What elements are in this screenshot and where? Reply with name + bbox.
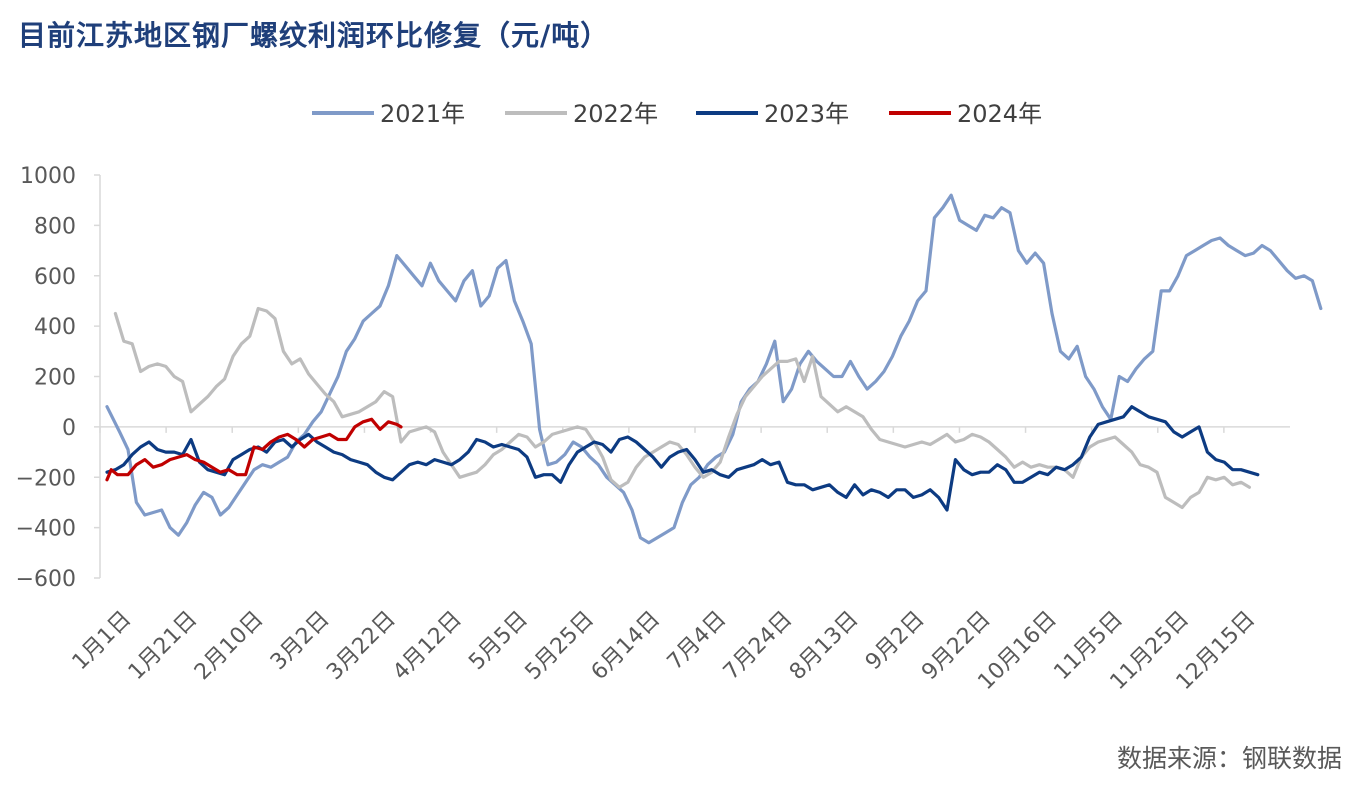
series-line-2023年	[105, 405, 1260, 512]
x-tick-label: 3月22日	[322, 607, 400, 685]
series-line-2021年	[105, 193, 1323, 545]
x-tick-label: 2月10日	[190, 607, 268, 685]
y-tick-label: 600	[34, 265, 76, 290]
legend-label-2021年: 2021年	[380, 100, 465, 128]
x-tick-label: 4月12日	[388, 607, 466, 685]
series-line-2024年	[105, 417, 403, 482]
y-tick-label: 200	[34, 366, 76, 391]
chart-title: 目前江苏地区钢厂螺纹利润环比修复（元/吨）	[18, 19, 610, 52]
y-tick-label: 0	[62, 416, 76, 441]
legend-label-2022年: 2022年	[573, 100, 658, 128]
y-tick-label: 1000	[20, 164, 76, 189]
y-tick-label: 400	[34, 315, 76, 340]
y-axis: −600 −400 −200 0 200 400 600 800 1000	[16, 164, 101, 592]
y-tick-label: 800	[34, 214, 76, 239]
data-source-note: 数据来源：钢联数据	[1116, 744, 1342, 773]
x-tick-label: 6月14日	[587, 607, 665, 685]
x-axis: 1月1日1月21日2月10日3月2日3月22日4月12日5月5日5月25日6月1…	[68, 426, 1290, 695]
chart-series	[105, 193, 1323, 545]
series-line-2022年	[113, 306, 1252, 510]
x-tick-label: 7月24日	[719, 607, 797, 685]
x-tick-label: 1月21日	[124, 607, 202, 685]
x-tick-label: 5月25日	[521, 607, 599, 685]
y-tick-label: −400	[16, 517, 76, 542]
y-tick-label: −600	[16, 567, 76, 592]
legend-label-2023年: 2023年	[764, 100, 849, 128]
x-tick-label: 8月13日	[785, 607, 863, 685]
chart-legend: 2021年 2022年 2023年 2024年	[312, 100, 1042, 128]
legend-label-2024年: 2024年	[957, 100, 1042, 128]
y-tick-label: −200	[16, 466, 76, 491]
